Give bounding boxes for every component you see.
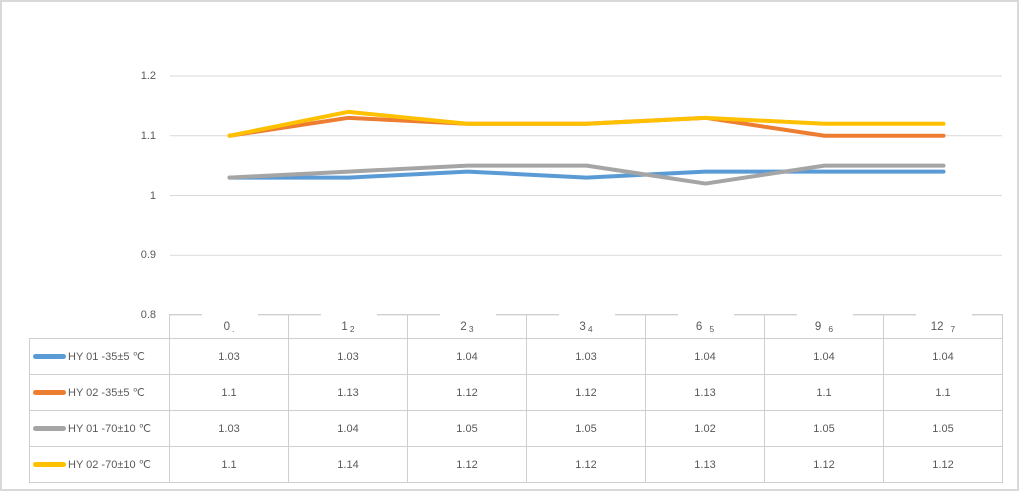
series-line xyxy=(227,169,946,180)
y-axis-tick-label: 1.2 xyxy=(140,70,156,82)
legend-cell: HY 01 -70±10 ℃ xyxy=(29,410,170,447)
table-cell: 1.03 xyxy=(288,338,408,375)
table-cell: 1.04 xyxy=(764,338,884,375)
legend-label: HY 01 -35±5 ℃ xyxy=(68,351,145,363)
table-cell: 1.12 xyxy=(526,446,646,483)
legend-label: HY 01 -70±10 ℃ xyxy=(68,423,152,435)
table-cell: 1.05 xyxy=(407,410,527,447)
x-axis-header-row: 0. 1 2 2 3 3 4 6 5 9 6 12 7 xyxy=(30,314,1003,339)
series-line xyxy=(227,115,946,138)
header-border-gap xyxy=(677,313,734,316)
series-lines xyxy=(227,109,946,186)
table-row: HY 02 -70±10 ℃ 1.1 1.14 1.12 1.12 1.13 1.12 1.1… xyxy=(29,446,1003,483)
x-axis-label: 9 xyxy=(814,320,822,333)
legend-swatch xyxy=(33,354,66,359)
x-axis-label: 2 xyxy=(460,320,467,333)
table-cell: 1.12 xyxy=(883,446,1003,483)
x-axis-label: 3 xyxy=(579,320,586,333)
legend-swatch xyxy=(33,462,66,467)
table-cell: 1.04 xyxy=(645,338,765,375)
table-cell: 1.04 xyxy=(407,338,527,375)
table-cell: 1.1 xyxy=(883,374,1003,411)
x-axis-overlay-label: 7 xyxy=(950,323,956,334)
table-cell: 1.1 xyxy=(764,374,884,411)
table-cell: 1.02 xyxy=(645,410,765,447)
table-cell: 1.04 xyxy=(883,338,1003,375)
table-cell: 1.05 xyxy=(764,410,884,447)
x-axis-overlay-label: 6 xyxy=(828,323,834,334)
table-cell: 1.1 xyxy=(169,446,289,483)
table-cell: 1.13 xyxy=(645,446,765,483)
y-axis-tick-label: 0.9 xyxy=(140,249,156,262)
table-cell: 1.12 xyxy=(407,446,527,483)
x-axis-overlay-label: 5 xyxy=(709,323,715,334)
chart-data-table: 0. 1 2 2 3 3 4 6 5 9 6 12 7 HY 01 -35±5 ℃ 1.03 1.03 1.0… xyxy=(29,314,1003,483)
legend-label: HY 02 -70±10 ℃ xyxy=(68,459,152,471)
series-line xyxy=(227,163,946,186)
legend-swatch xyxy=(33,426,66,431)
table-row: HY 01 -35±5 ℃ 1.03 1.03 1.04 1.03 1.04 1.04 1.0… xyxy=(29,338,1003,375)
header-border-gap xyxy=(796,313,853,316)
table-row: HY 01 -70±10 ℃ 1.03 1.04 1.05 1.05 1.02 1.05 1.… xyxy=(29,410,1003,447)
table-cell: 1.05 xyxy=(526,410,646,447)
y-axis-tick-label: 0.8 xyxy=(140,309,156,321)
y-axis-tick-label: 1 xyxy=(149,189,156,202)
table-row: HY 02 -35±5 ℃ 1.1 1.13 1.12 1.12 1.13 1.1 1.1 xyxy=(29,374,1003,411)
table-corner-cell xyxy=(30,315,170,339)
table-cell: 1.05 xyxy=(883,410,1003,447)
header-border-gap xyxy=(320,313,377,316)
x-axis-label: 0 xyxy=(223,320,231,333)
x-axis-category-cell: 12 7 xyxy=(883,314,1003,339)
table-cell: 1.03 xyxy=(526,338,646,375)
table-cell: 1.03 xyxy=(169,410,289,447)
table-cell: 1.04 xyxy=(288,410,408,447)
x-axis-overlay-label: 2 xyxy=(349,323,355,334)
legend-cell: HY 02 -70±10 ℃ xyxy=(29,446,170,483)
x-axis-label: 12 xyxy=(930,320,944,333)
table-cell: 1.1 xyxy=(169,374,289,411)
table-cell: 1.03 xyxy=(169,338,289,375)
x-axis-label: 1 xyxy=(341,320,348,333)
table-cell: 1.13 xyxy=(645,374,765,411)
table-cell: 1.12 xyxy=(526,374,646,411)
legend-swatch xyxy=(33,390,66,395)
x-axis-overlay-label: . xyxy=(232,323,235,334)
gridlines xyxy=(170,75,1002,316)
series-line xyxy=(227,109,946,138)
x-axis-overlay-label: 3 xyxy=(468,323,474,334)
x-axis-overlay-label: 4 xyxy=(587,323,593,334)
legend-label: HY 02 -35±5 ℃ xyxy=(68,387,145,399)
y-axis-tick-label: 1.1 xyxy=(140,129,156,142)
legend-cell: HY 02 -35±5 ℃ xyxy=(29,374,170,411)
table-cell: 1.13 xyxy=(288,374,408,411)
table-cell: 1.12 xyxy=(764,446,884,483)
x-axis-label: 6 xyxy=(695,320,703,333)
header-border-gap xyxy=(439,313,496,316)
header-border-gap xyxy=(201,313,258,316)
header-border-gap xyxy=(915,313,972,316)
table-cell: 1.14 xyxy=(288,446,408,483)
table-cell: 1.12 xyxy=(407,374,527,411)
header-border-gap xyxy=(558,313,615,316)
legend-cell: HY 01 -35±5 ℃ xyxy=(29,338,170,375)
x-axis-category-cell: 0. xyxy=(169,314,289,339)
